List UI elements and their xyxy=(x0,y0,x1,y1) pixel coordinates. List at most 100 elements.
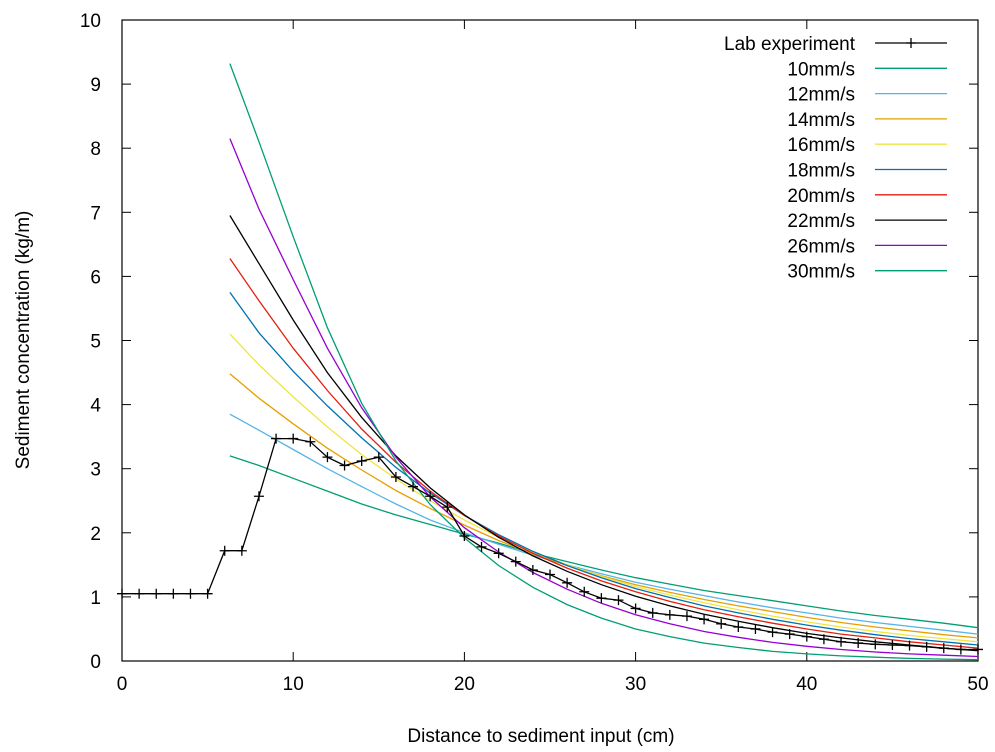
series-14mm-s xyxy=(229,373,979,639)
data-point xyxy=(459,531,470,542)
y-tick-label: 4 xyxy=(90,396,101,417)
y-tick-label: 5 xyxy=(90,332,101,353)
legend-item: 20mm/s xyxy=(787,186,947,207)
data-point xyxy=(579,586,590,597)
series-line xyxy=(229,258,979,649)
data-point xyxy=(219,545,230,556)
legend-item: 30mm/s xyxy=(787,262,947,283)
y-tick-label: 0 xyxy=(90,652,101,673)
legend-item: 26mm/s xyxy=(787,236,947,257)
series-line xyxy=(229,292,979,646)
y-tick-label: 6 xyxy=(90,267,101,288)
data-point xyxy=(784,629,795,640)
legend-label: 22mm/s xyxy=(787,211,855,232)
series-lab-experiment xyxy=(117,433,983,655)
data-point xyxy=(527,564,538,575)
data-point xyxy=(134,588,145,599)
data-point xyxy=(716,618,727,629)
legend-item: 10mm/s xyxy=(787,59,947,80)
data-point xyxy=(818,634,829,645)
data-point xyxy=(425,491,436,502)
data-point xyxy=(955,644,966,655)
series-22mm-s xyxy=(229,215,979,652)
series-layer xyxy=(117,63,983,661)
y-tick-label: 8 xyxy=(90,139,101,160)
data-point xyxy=(185,588,196,599)
data-point xyxy=(322,452,333,463)
data-point xyxy=(442,502,453,513)
series-line xyxy=(229,455,979,629)
data-point xyxy=(887,639,898,650)
y-tick-label: 2 xyxy=(90,524,101,545)
legend-label: 14mm/s xyxy=(787,110,855,131)
series-16mm-s xyxy=(229,333,979,643)
legend-label: 30mm/s xyxy=(787,262,855,283)
data-point xyxy=(339,460,350,471)
legend-label: 26mm/s xyxy=(787,236,855,257)
series-20mm-s xyxy=(229,258,979,649)
series-line xyxy=(229,413,979,635)
data-point xyxy=(356,456,367,467)
y-tick-label: 10 xyxy=(80,11,101,32)
series-line xyxy=(122,437,978,651)
x-tick-label: 40 xyxy=(796,674,817,695)
series-line xyxy=(229,333,979,643)
series-12mm-s xyxy=(229,413,979,635)
data-point xyxy=(836,636,847,647)
legend-label: Lab experiment xyxy=(724,34,856,55)
data-point xyxy=(271,433,282,444)
x-tick-label: 20 xyxy=(454,674,475,695)
legend-item: 12mm/s xyxy=(787,85,947,106)
data-point xyxy=(664,609,675,620)
data-point xyxy=(408,481,419,492)
y-tick-label: 1 xyxy=(90,588,101,609)
data-point xyxy=(921,641,932,652)
data-point xyxy=(733,622,744,633)
data-point xyxy=(288,433,299,444)
series-26mm-s xyxy=(229,138,979,658)
series-10mm-s xyxy=(229,455,979,629)
series-line xyxy=(229,373,979,639)
x-tick-label: 0 xyxy=(117,674,128,695)
data-point xyxy=(151,588,162,599)
legend-marker xyxy=(906,38,916,48)
data-point xyxy=(647,607,658,618)
legend-item: 22mm/s xyxy=(787,211,947,232)
legend-label: 20mm/s xyxy=(787,186,855,207)
data-point xyxy=(493,548,504,559)
data-point xyxy=(476,541,487,552)
y-tick-label: 7 xyxy=(90,203,101,224)
x-tick-label: 50 xyxy=(967,674,988,695)
legend-item: 14mm/s xyxy=(787,110,947,131)
data-point xyxy=(168,588,179,599)
series-line xyxy=(229,215,979,652)
data-point xyxy=(801,631,812,642)
legend: Lab experiment 10mm/s 12mm/s 14mm/s 16mm/s 18… xyxy=(724,34,947,283)
data-point xyxy=(305,436,316,447)
x-tick-label: 10 xyxy=(283,674,304,695)
legend-label: 16mm/s xyxy=(787,135,855,156)
data-point xyxy=(202,588,213,599)
series-line xyxy=(229,63,979,661)
data-point xyxy=(938,643,949,654)
y-axis-title: Sediment concentration (kg/m) xyxy=(13,211,34,470)
data-point xyxy=(630,603,641,614)
legend-label: 12mm/s xyxy=(787,85,855,106)
legend-label: 18mm/s xyxy=(787,161,855,182)
y-tick-label: 9 xyxy=(90,75,101,96)
legend-label: 10mm/s xyxy=(787,59,855,80)
data-point xyxy=(253,491,264,502)
data-point xyxy=(562,577,573,588)
data-point xyxy=(681,611,692,622)
data-point xyxy=(613,595,624,606)
series-18mm-s xyxy=(229,292,979,646)
series-30mm-s xyxy=(229,63,979,661)
y-tick-label: 3 xyxy=(90,460,101,481)
x-axis-title: Distance to sediment input (cm) xyxy=(407,726,674,747)
legend-item: Lab experiment xyxy=(724,34,947,55)
data-point xyxy=(373,452,384,463)
data-point xyxy=(750,623,761,634)
data-point xyxy=(853,638,864,649)
data-point xyxy=(973,644,983,655)
